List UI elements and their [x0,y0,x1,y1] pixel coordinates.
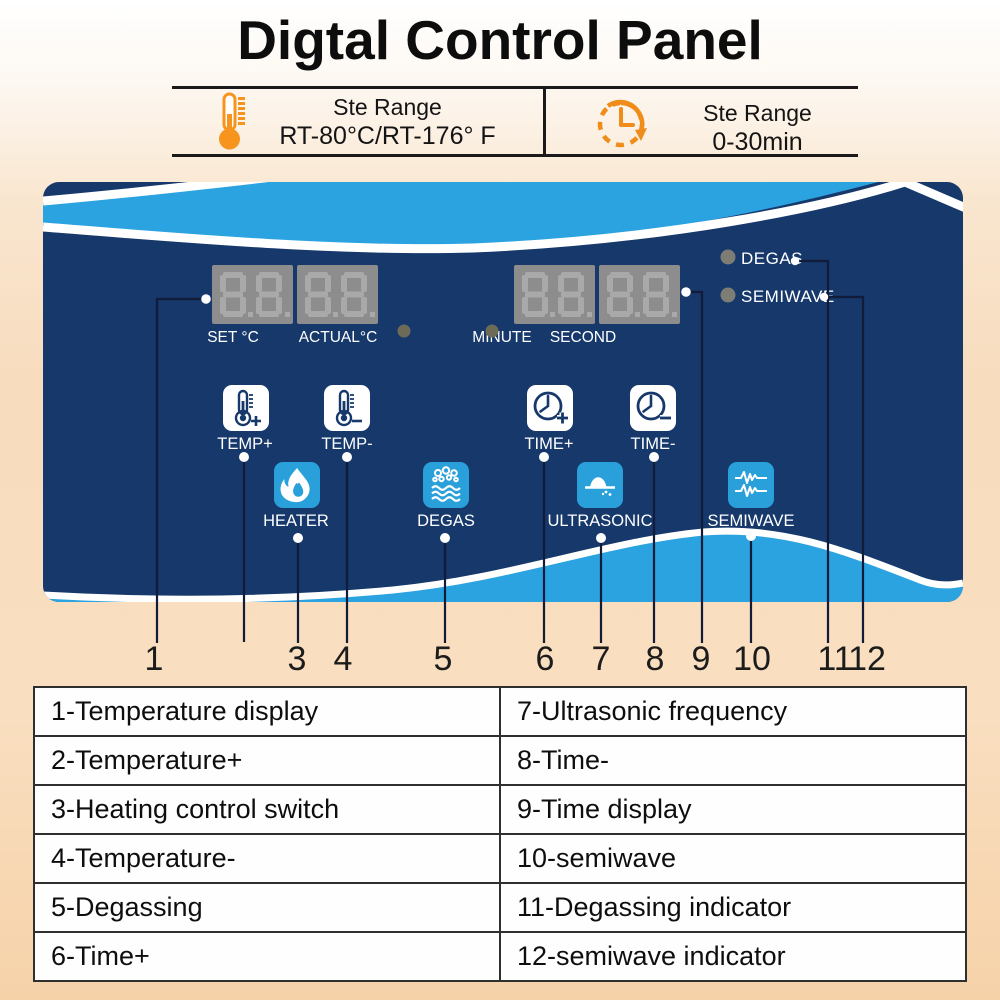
legend-cell: 3-Heating control switch [33,784,501,835]
table-row: 4-Temperature- 10-semiwave [33,833,967,884]
table-row: 3-Heating control switch 9-Time display [33,784,967,835]
legend-table: 1-Temperature display 7-Ultrasonic frequ… [33,686,967,982]
heater-label: HEATER [263,512,329,530]
thermometer-plus-icon [234,389,261,427]
legend-cell: 5-Degassing [33,882,501,933]
header-divider [543,89,546,154]
actual-temp-label: ACTUAL°C [298,329,378,346]
callout-number-9: 9 [691,640,711,678]
clock-minus-icon [636,391,671,421]
actual-temp-display [297,265,378,324]
callout-number-11: 11 [817,640,853,678]
time-range-value: 0-30min [712,128,803,156]
heater-button[interactable] [274,462,320,508]
degas-indicator-label: DEGAS [741,249,804,268]
bubbles-waves-icon [431,466,461,502]
legend-cell: 1-Temperature display [33,686,501,737]
temp-range-spec: Ste Range RT-80°C/RT-176° F [255,94,520,151]
degas-label: DEGAS [417,512,475,530]
ultrasonic-label: ULTRASONIC [547,512,653,530]
legend-cell: 8-Time- [499,735,967,786]
legend-cell: 9-Time display [499,784,967,835]
header-rule-top [172,86,858,89]
semiwave-indicator-label: SEMIWAVE [741,287,835,306]
legend-cell: 4-Temperature- [33,833,501,884]
temp-minus-label: TEMP- [321,435,373,453]
thermometer-icon [212,90,252,152]
second-display [599,265,680,324]
time-plus-label: TIME+ [524,435,574,453]
header-rule-bottom [172,154,858,157]
legend-cell: 7-Ultrasonic frequency [499,686,967,737]
callout-number-4: 4 [333,640,353,678]
callout-number-6: 6 [535,640,555,678]
callout-number-8: 8 [645,640,665,678]
legend-cell: 12-semiwave indicator [499,931,967,982]
callout-number-7: 7 [591,640,611,678]
pulse-wave-icon [735,471,767,497]
thermometer-minus-icon [335,389,362,427]
semiwave-label: SEMIWAVE [707,512,795,530]
table-row: 5-Degassing 11-Degassing indicator [33,882,967,933]
control-panel [43,182,963,602]
temp-range-value: RT-80°C/RT-176° F [279,122,496,150]
set-temp-display [212,265,293,324]
callout-number-12: 12 [848,640,886,678]
temp-plus-label: TEMP+ [217,435,273,453]
set-temp-label: SET °C [207,329,259,346]
table-row: 6-Time+ 12-semiwave indicator [33,931,967,982]
time-minus-label: TIME- [630,435,676,453]
clock-plus-icon [533,391,568,424]
time-plus-button[interactable] [527,385,573,431]
table-row: 2-Temperature+ 8-Time- [33,735,967,786]
callout-number-5: 5 [433,640,453,678]
legend-cell: 10-semiwave [499,833,967,884]
timer-clock-icon [592,95,650,153]
callout-number-3: 3 [287,640,307,678]
legend-cell: 2-Temperature+ [33,735,501,786]
temp-minus-button[interactable] [324,385,370,431]
flame-icon [280,468,310,503]
legend-cell: 11-Degassing indicator [499,882,967,933]
ultrasonic-wave-icon [585,477,615,496]
panel-wave-decoration [43,182,963,602]
semiwave-button[interactable] [728,462,774,508]
temp-range-title: Ste Range [333,94,442,120]
ultrasonic-button[interactable] [577,462,623,508]
time-minus-button[interactable] [630,385,676,431]
temp-plus-button[interactable] [223,385,269,431]
callout-number-10: 10 [733,640,771,678]
callout-number-1: 1 [144,640,164,678]
minute-display [514,265,595,324]
table-row: 1-Temperature display 7-Ultrasonic frequ… [33,686,967,737]
degas-button[interactable] [423,462,469,508]
second-label: SECOND [549,329,617,346]
time-range-spec: Ste Range 0-30min [655,100,860,157]
legend-cell: 6-Time+ [33,931,501,982]
time-range-title: Ste Range [703,100,812,126]
page-title: Digtal Control Panel [237,9,763,71]
